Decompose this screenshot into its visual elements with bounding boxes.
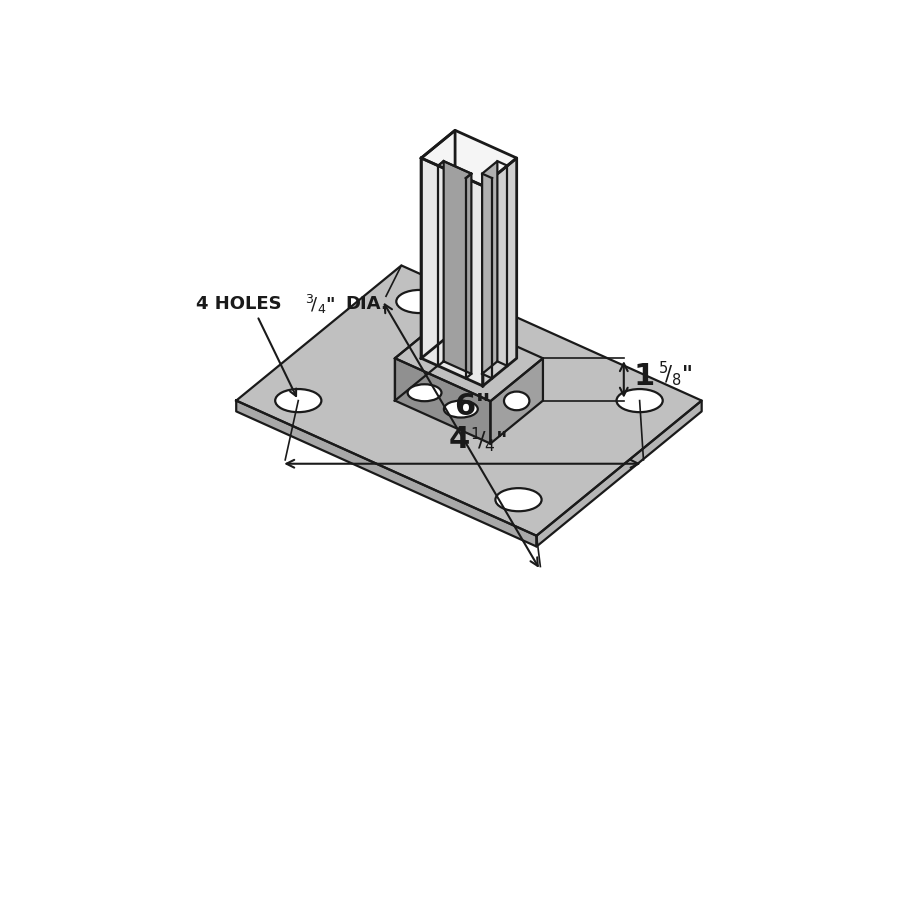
Text: 1: 1: [633, 362, 654, 391]
Text: 4: 4: [449, 426, 470, 454]
Polygon shape: [236, 266, 702, 536]
Ellipse shape: [616, 389, 662, 412]
Polygon shape: [395, 315, 543, 401]
Text: 6": 6": [454, 392, 491, 421]
Polygon shape: [444, 161, 472, 374]
Text: $^3\!/_4$": $^3\!/_4$": [305, 292, 335, 316]
Ellipse shape: [275, 389, 321, 412]
Ellipse shape: [408, 384, 442, 401]
Polygon shape: [395, 315, 447, 400]
Text: 4 HOLES: 4 HOLES: [195, 295, 281, 313]
Polygon shape: [421, 158, 482, 386]
Text: DIA.: DIA.: [346, 295, 389, 313]
Polygon shape: [482, 158, 517, 386]
Polygon shape: [482, 161, 498, 374]
Text: $^5\!/_8$": $^5\!/_8$": [659, 359, 693, 388]
Polygon shape: [444, 161, 472, 174]
Ellipse shape: [396, 290, 443, 313]
Polygon shape: [536, 400, 702, 546]
Polygon shape: [491, 358, 543, 444]
Polygon shape: [395, 358, 491, 444]
Polygon shape: [421, 130, 455, 358]
Text: $^1\!/_4$": $^1\!/_4$": [470, 426, 507, 454]
Polygon shape: [421, 130, 517, 185]
Polygon shape: [444, 161, 472, 174]
Ellipse shape: [495, 488, 542, 511]
Polygon shape: [236, 400, 536, 546]
Ellipse shape: [504, 392, 529, 410]
Ellipse shape: [444, 400, 478, 418]
